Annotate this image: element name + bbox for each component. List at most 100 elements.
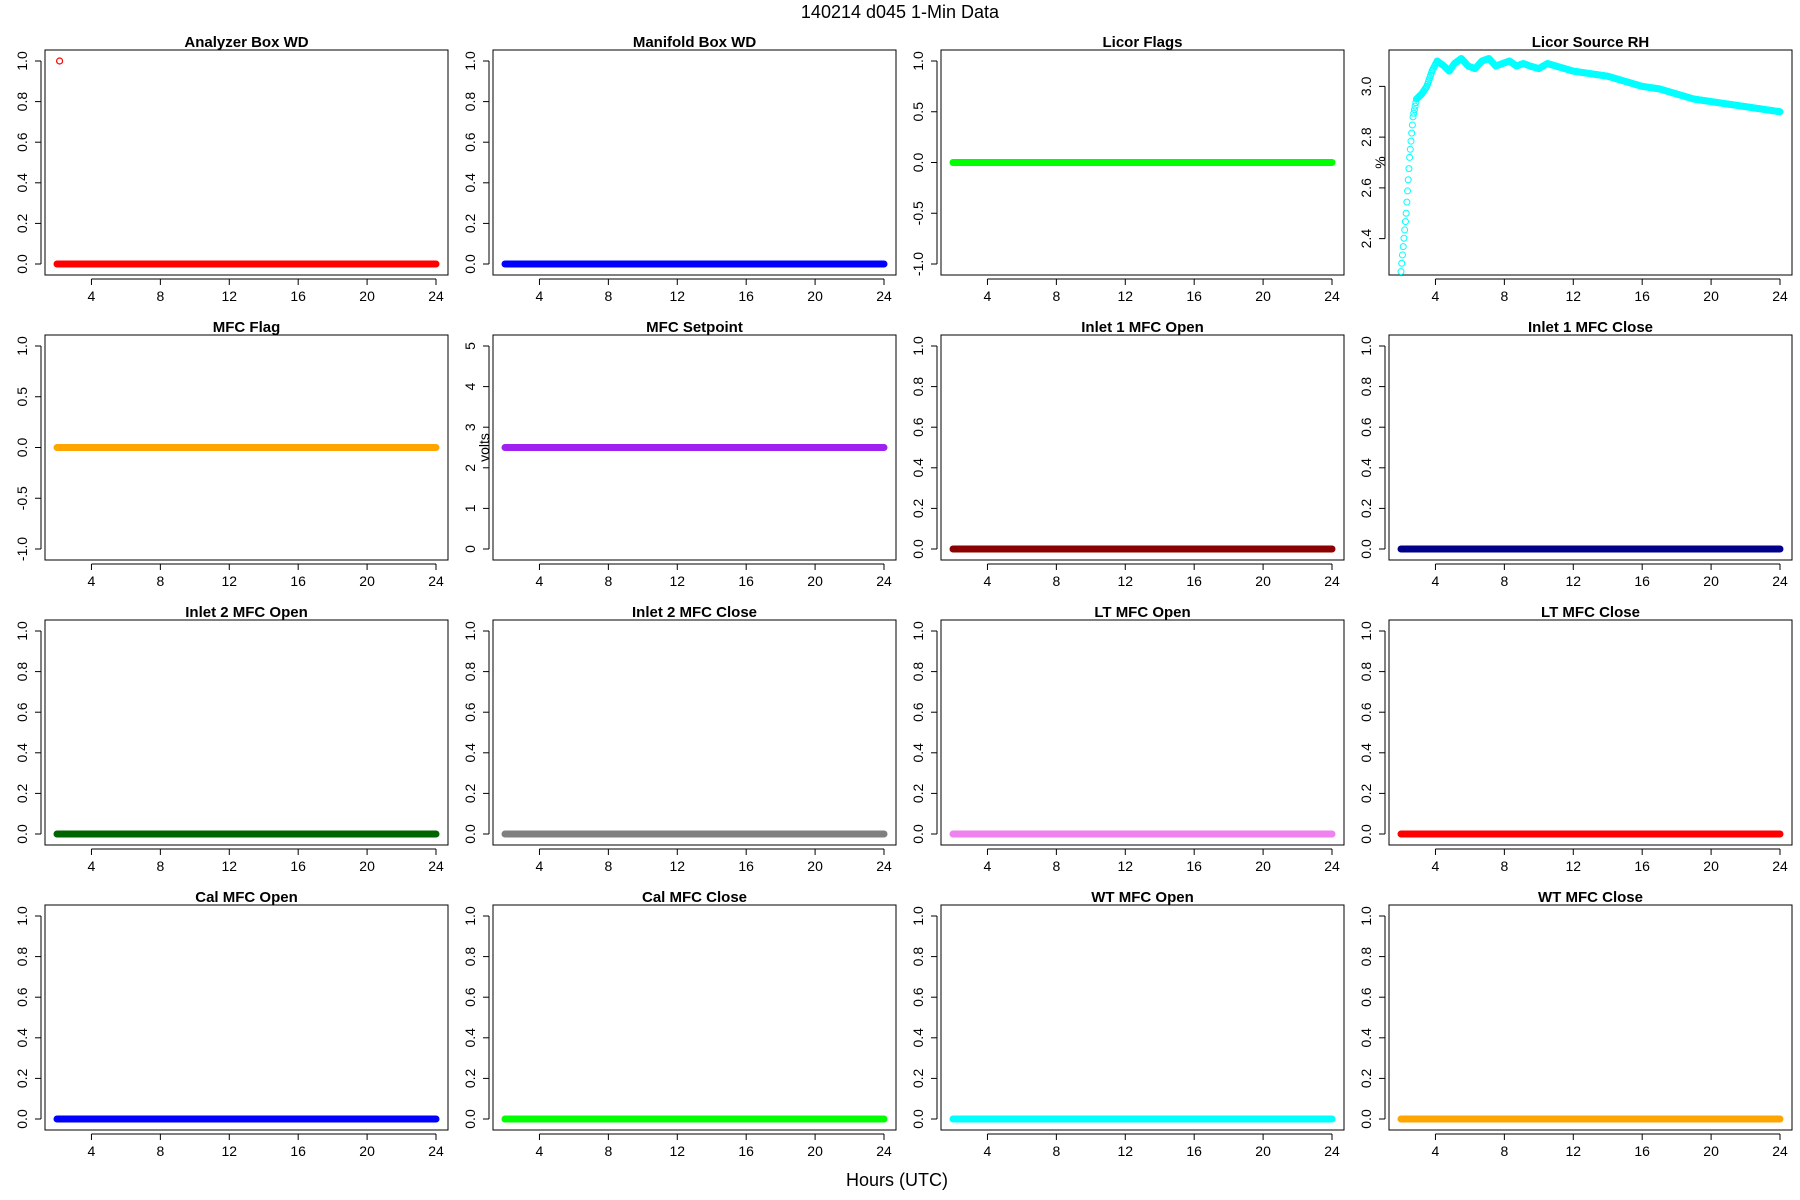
data-point: [1398, 251, 1406, 259]
data-point: [1404, 176, 1412, 184]
x-tick-label: 16: [738, 858, 754, 874]
plot-frame: [492, 904, 897, 1131]
x-tick-label: 16: [1634, 1143, 1650, 1159]
x-tick-label: 16: [1186, 858, 1202, 874]
x-tick-label: 4: [88, 288, 96, 304]
panel-title: Inlet 1 MFC Open: [1081, 319, 1204, 336]
panel-cal-mfc-close: Cal MFC Close 4 8 12 16 20 24 0.0 0.2 0.4 0.6 0.8 1.…: [462, 889, 897, 1159]
y-tick-label: 0.0: [1358, 1109, 1374, 1129]
plot-frame: [44, 619, 449, 846]
x-tick-label: 8: [1500, 1143, 1508, 1159]
plot-frame: [492, 619, 897, 846]
plot-frame: [940, 49, 1345, 276]
y-tick-label: 0.8: [462, 947, 478, 967]
data-point: [1404, 187, 1412, 195]
x-tick-label: 12: [221, 858, 237, 874]
plot-frame: [940, 619, 1345, 846]
y-tick-label: 0.2: [910, 783, 926, 803]
y-tick-label: 0.4: [1358, 1028, 1374, 1048]
y-tick-label: 0.8: [462, 92, 478, 112]
plot-frame: [1388, 334, 1793, 561]
data-point: [1400, 234, 1408, 242]
x-tick-label: 20: [807, 288, 823, 304]
x-tick-label: 12: [1565, 573, 1581, 589]
x-tick-label: 24: [1324, 858, 1340, 874]
x-tick-label: 8: [156, 288, 164, 304]
plot-frame: [940, 904, 1345, 1131]
y-tick-label: 0.6: [14, 132, 30, 152]
panel-lt-mfc-open: LT MFC Open 4 8 12 16 20 24 0.0 0.2 0.4 0.6 0.8 1.0: [910, 604, 1345, 874]
y-tick-label: 1: [462, 504, 478, 512]
x-tick-label: 20: [1703, 288, 1719, 304]
panel-title: LT MFC Close: [1541, 604, 1640, 621]
y-tick-label: 0.6: [910, 987, 926, 1007]
y-tick-label: 0.0: [462, 824, 478, 844]
x-tick-label: 16: [738, 1143, 754, 1159]
x-tick-label: 20: [359, 573, 375, 589]
x-tick-label: 20: [807, 858, 823, 874]
y-tick-label: 0.4: [462, 743, 478, 763]
x-tick-label: 4: [1432, 1143, 1440, 1159]
data-point: [1406, 153, 1414, 161]
plot-frame: [492, 334, 897, 561]
plot-frame: [44, 49, 449, 276]
x-tick-label: 12: [221, 1143, 237, 1159]
x-tick-label: 16: [1634, 288, 1650, 304]
x-tick-label: 16: [1634, 858, 1650, 874]
y-tick-label: 0.0: [1358, 824, 1374, 844]
x-tick-label: 8: [1052, 1143, 1060, 1159]
x-tick-label: 4: [984, 1143, 992, 1159]
y-tick-label: 2.4: [1358, 229, 1374, 249]
y-tick-label: 0.2: [1358, 1068, 1374, 1088]
x-tick-label: 16: [1186, 288, 1202, 304]
y-tick-label: 0.4: [14, 173, 30, 193]
y-tick-label: 0.2: [14, 783, 30, 803]
plot-frame: [1388, 904, 1793, 1131]
x-tick-label: 4: [88, 858, 96, 874]
y-tick-label: 0.4: [1358, 458, 1374, 478]
panel-title: Cal MFC Open: [195, 889, 298, 906]
x-tick-label: 24: [428, 1143, 444, 1159]
x-tick-label: 24: [1324, 573, 1340, 589]
x-tick-label: 16: [290, 288, 306, 304]
x-tick-label: 12: [221, 573, 237, 589]
data-point: [1410, 109, 1418, 117]
plot-frame: [1388, 49, 1793, 276]
data-point: [1776, 108, 1784, 116]
y-tick-label: 1.0: [14, 621, 30, 641]
y-tick-label: 0.6: [14, 987, 30, 1007]
y-tick-label: 0.0: [14, 824, 30, 844]
x-axis-title: Hours (UTC): [846, 1170, 948, 1190]
y-tick-label: 0.0: [14, 1109, 30, 1129]
y-tick-label: 0.6: [1358, 987, 1374, 1007]
y-tick-label: 0.8: [1358, 947, 1374, 967]
y-tick-label: 0.6: [910, 417, 926, 437]
x-tick-label: 12: [1117, 1143, 1133, 1159]
y-tick-label: 0.2: [462, 783, 478, 803]
x-tick-label: 8: [1500, 288, 1508, 304]
y-tick-label: 0.0: [1358, 539, 1374, 559]
y-tick-label: 1.0: [1358, 621, 1374, 641]
figure-title: 140214 d045 1-Min Data: [801, 2, 1000, 22]
y-tick-label: 0.0: [14, 438, 30, 458]
data-point: [1401, 218, 1409, 226]
x-tick-label: 16: [1634, 573, 1650, 589]
x-tick-label: 16: [738, 288, 754, 304]
panel-title: Licor Flags: [1102, 34, 1182, 51]
data-point: [1409, 113, 1417, 121]
x-tick-label: 8: [1052, 858, 1060, 874]
panel-title: Cal MFC Close: [642, 889, 747, 906]
plot-frame: [44, 334, 449, 561]
panel-mfc-flag: MFC Flag 4 8 12 16 20 24 -1.0 -0.5 0.0 0.5 1.0: [14, 319, 449, 589]
plot-frame: [492, 49, 897, 276]
data-point: [1407, 137, 1415, 145]
x-tick-label: 20: [359, 858, 375, 874]
panel-inlet-2-mfc-close: Inlet 2 MFC Close 4 8 12 16 20 24 0.0 0.2 0.4 0.6 0…: [462, 604, 897, 874]
panel-title: WT MFC Open: [1091, 889, 1193, 906]
y-tick-label: 2.6: [1358, 178, 1374, 198]
y-tick-label: 1.0: [910, 51, 926, 71]
x-tick-label: 8: [604, 573, 612, 589]
y-tick-label: 3: [462, 423, 478, 431]
data-point: [55, 57, 64, 65]
y-tick-label: -0.5: [910, 201, 926, 225]
